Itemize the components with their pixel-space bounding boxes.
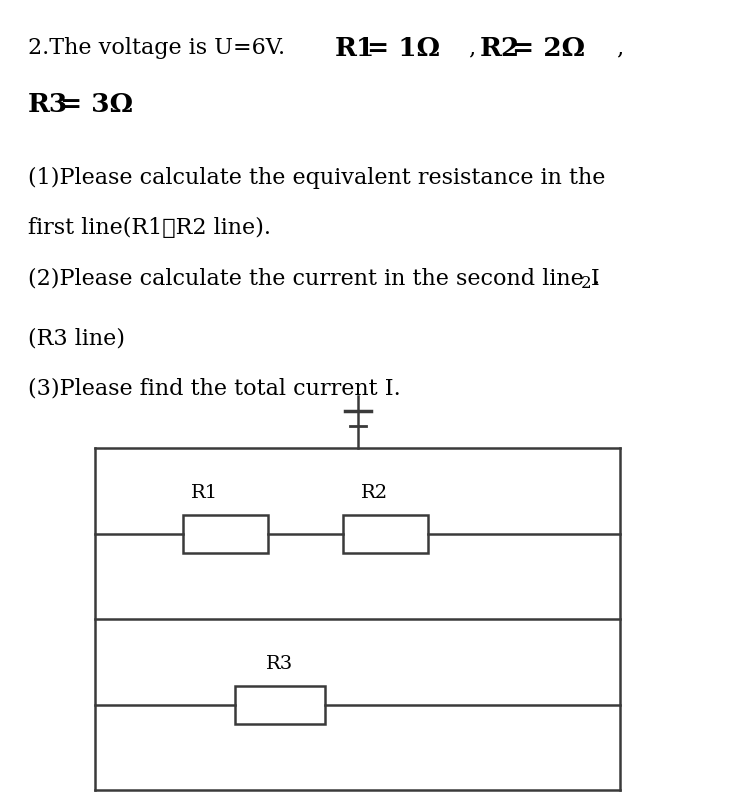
Text: first line(R1、R2 line).: first line(R1、R2 line). <box>28 217 271 239</box>
Text: R1: R1 <box>191 484 218 502</box>
Text: (2)Please calculate the current in the second line I: (2)Please calculate the current in the s… <box>28 267 600 289</box>
Text: = 1Ω: = 1Ω <box>358 35 440 60</box>
Bar <box>182 514 268 552</box>
Text: = 2Ω: = 2Ω <box>503 35 585 60</box>
Text: 2.The voltage is U=6V.: 2.The voltage is U=6V. <box>28 37 285 59</box>
Text: (R3 line): (R3 line) <box>28 327 125 349</box>
Text: R1: R1 <box>335 35 375 60</box>
Text: 2: 2 <box>581 275 592 292</box>
Text: ,: , <box>610 37 624 59</box>
Text: = 3Ω: = 3Ω <box>51 93 133 118</box>
Text: R3: R3 <box>28 93 68 118</box>
Text: (1)Please calculate the equivalent resistance in the: (1)Please calculate the equivalent resis… <box>28 167 605 189</box>
Text: R3: R3 <box>266 654 294 672</box>
Bar <box>235 686 325 724</box>
Text: .: . <box>593 267 600 289</box>
Text: ,: , <box>462 37 476 59</box>
Text: R2: R2 <box>480 35 520 60</box>
Text: R2: R2 <box>362 484 388 502</box>
Text: (3)Please find the total current I.: (3)Please find the total current I. <box>28 377 401 399</box>
Bar <box>343 514 427 552</box>
